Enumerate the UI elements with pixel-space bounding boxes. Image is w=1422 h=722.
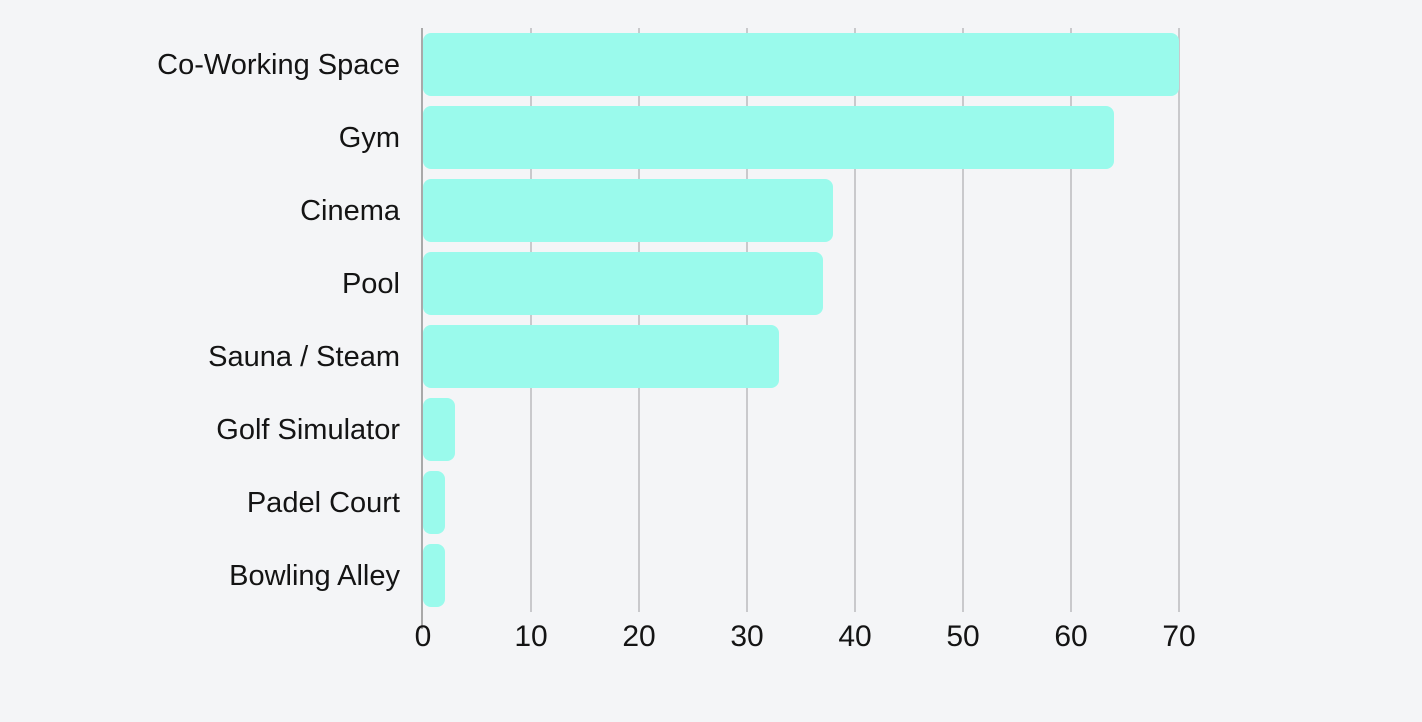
- x-tick-label: 10: [514, 620, 548, 653]
- bar: [423, 179, 834, 242]
- bar: [423, 33, 1179, 96]
- x-tick-label: 60: [1054, 620, 1088, 653]
- y-category-label: Pool: [341, 267, 400, 300]
- y-category-label: Co-Working Space: [157, 48, 400, 81]
- gridline: [1070, 28, 1072, 612]
- x-tick-label: 50: [946, 620, 980, 653]
- gridline: [962, 28, 964, 612]
- x-tick-label: 20: [622, 620, 656, 653]
- x-tick-label: 30: [730, 620, 764, 653]
- y-category-label: Cinema: [300, 194, 400, 227]
- bar: [423, 398, 456, 461]
- gridline: [638, 28, 640, 612]
- x-tick-label: 70: [1162, 620, 1196, 653]
- gridline: [746, 28, 748, 612]
- gridline: [530, 28, 532, 612]
- gridline: [1178, 28, 1180, 612]
- x-tick-label: 40: [838, 620, 872, 653]
- bar: [423, 544, 445, 607]
- y-category-label: Bowling Alley: [229, 559, 400, 592]
- y-category-label: Padel Court: [246, 486, 400, 519]
- zero-axis-line: [421, 28, 423, 629]
- bar: [423, 325, 780, 388]
- y-category-label: Golf Simulator: [216, 413, 400, 446]
- gridline: [854, 28, 856, 612]
- bar: [423, 252, 823, 315]
- y-category-label: Sauna / Steam: [208, 340, 400, 373]
- bar: [423, 106, 1115, 169]
- bar: [423, 471, 445, 534]
- y-category-label: Gym: [338, 121, 400, 154]
- x-tick-label: 0: [414, 620, 432, 653]
